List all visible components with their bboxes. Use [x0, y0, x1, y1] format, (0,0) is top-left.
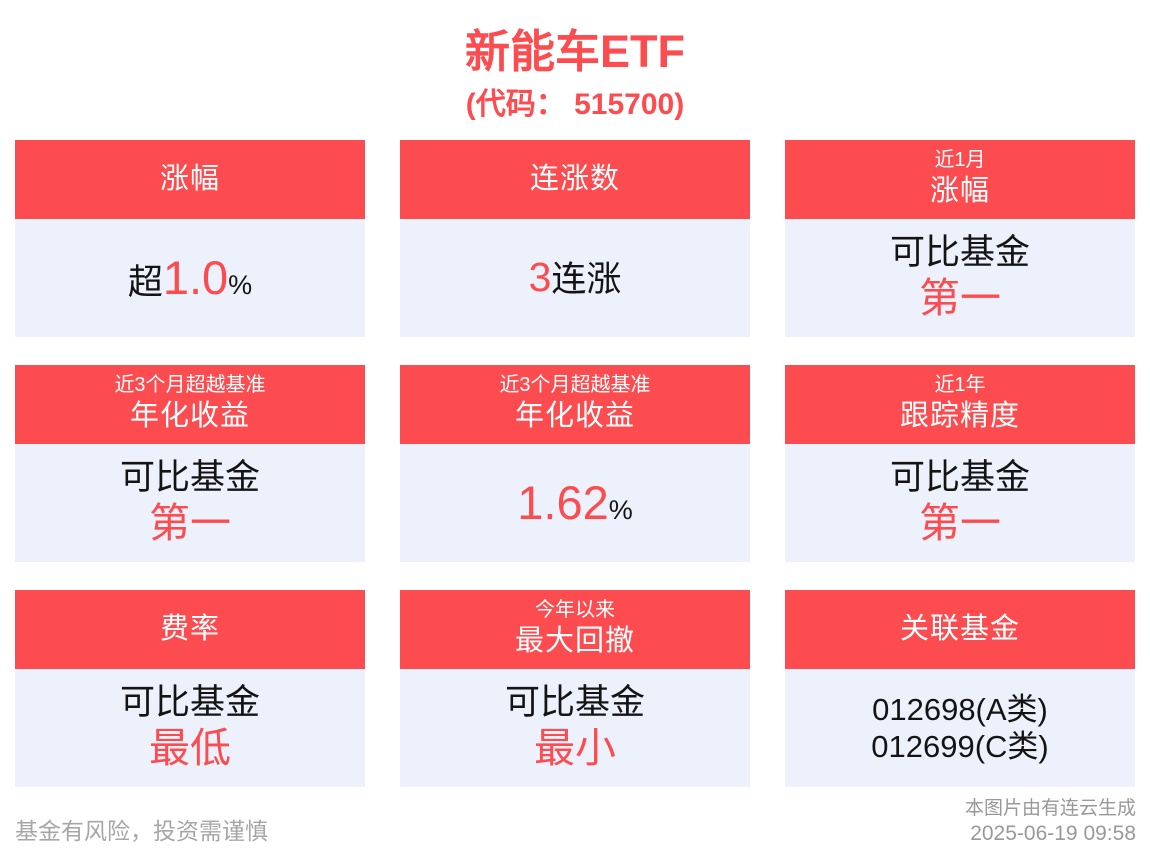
card-value-line: 可比基金	[120, 457, 260, 499]
card-header: 近1月涨幅	[785, 140, 1135, 219]
stat-card: 近1月涨幅可比基金 第一	[785, 140, 1135, 337]
source-timestamp: 2025-06-19 09:58	[970, 821, 1136, 845]
card-value-segment: 连涨	[551, 260, 622, 300]
card-value-line: 3连涨	[529, 253, 622, 302]
card-body: 1.62%	[400, 444, 750, 562]
source-credit: 本图片由有连云生成	[964, 798, 1136, 819]
card-value-line: 可比基金	[120, 682, 260, 724]
card-value-segment: 3	[528, 254, 552, 301]
source-block: 本图片由有连云生成 2025-06-19 09:58	[965, 798, 1136, 846]
card-value-segment: 1.0	[162, 250, 229, 304]
card-value-line: 最低	[149, 724, 231, 773]
card-header-title: 最大回撤	[514, 625, 635, 658]
card-value-line: 超1.0%	[128, 250, 252, 306]
card-value-line: 可比基金	[890, 232, 1030, 274]
card-value-segment: 1.62	[517, 475, 609, 529]
card-header-period-label: 今年以来	[535, 599, 615, 622]
card-header-title: 涨幅	[929, 175, 990, 208]
card-value-segment: 012699(C类)	[871, 729, 1049, 764]
card-value-line: 可比基金	[505, 682, 645, 724]
card-value-segment: %	[608, 494, 633, 525]
stat-card: 涨幅超1.0%	[15, 140, 365, 337]
card-value-line: 最小	[534, 724, 616, 773]
card-value-segment: 第一	[919, 275, 1001, 322]
card-value-segment: 最低	[149, 725, 231, 772]
card-header: 涨幅	[15, 140, 365, 219]
card-header-title: 连涨数	[529, 162, 620, 195]
card-body: 可比基金 最小	[400, 669, 750, 787]
card-header: 近1年跟踪精度	[785, 365, 1135, 444]
card-value-segment: 可比基金	[504, 683, 645, 723]
card-header-title: 跟踪精度	[899, 400, 1020, 433]
card-header-title: 关联基金	[899, 612, 1020, 645]
card-value-segment: %	[228, 269, 253, 300]
card-header: 近3个月超越基准年化收益	[15, 365, 365, 444]
card-header-period-label: 近1月	[934, 149, 986, 172]
card-header: 费率	[15, 590, 365, 669]
card-value-segment: 012698(A类)	[872, 691, 1048, 727]
card-value-segment: 最小	[534, 725, 616, 772]
stat-card: 今年以来最大回撤可比基金 最小	[400, 590, 750, 787]
card-header: 今年以来 最大回撤	[400, 590, 750, 669]
card-value-segment: 可比基金	[119, 683, 260, 723]
card-body: 012698(A类) 012699(C类)	[785, 669, 1135, 787]
stat-card: 关联基金 012698(A类) 012699(C类)	[785, 590, 1135, 787]
risk-disclaimer: 基金有风险，投资需谨慎	[15, 818, 268, 844]
card-body: 可比基金 第一	[785, 219, 1135, 337]
card-value-line: 1.62%	[517, 475, 633, 531]
card-body: 3连涨	[400, 219, 750, 337]
card-header: 近3个月超越基准年化收益	[400, 365, 750, 444]
card-value-segment: 第一	[149, 500, 231, 547]
card-header: 关联基金	[785, 590, 1135, 669]
card-value-segment: 可比基金	[889, 458, 1030, 498]
card-header-period-label: 近1年	[934, 374, 986, 397]
card-value-line: 第一	[149, 499, 231, 548]
card-body: 可比基金 最低	[15, 669, 365, 787]
stat-card: 费率 可比基金 最低	[15, 590, 365, 787]
card-header-title: 费率	[159, 612, 220, 645]
card-header-title: 年化收益	[129, 400, 250, 433]
page-title: 新能车ETF	[465, 26, 685, 77]
card-value-segment: 可比基金	[119, 458, 260, 498]
card-header-period-label: 近3个月超越基准	[499, 374, 651, 397]
card-body: 可比基金 第一	[785, 444, 1135, 562]
card-header-period-label: 近3个月超越基准	[114, 374, 266, 397]
card-value-segment: 第一	[919, 500, 1001, 547]
card-value-segment: 超	[127, 262, 163, 302]
card-header-title: 涨幅	[159, 162, 220, 195]
card-body: 超1.0%	[15, 219, 365, 337]
stat-card: 连涨数 3连涨	[400, 140, 750, 337]
card-header-title: 年化收益	[514, 400, 635, 433]
title-block: 新能车ETF (代码： 515700)	[0, 26, 1150, 123]
card-value-line: 第一	[919, 499, 1001, 548]
card-value-line: 可比基金	[890, 457, 1030, 499]
stat-card: 近3个月超越基准年化收益可比基金 第一	[15, 365, 365, 562]
stat-card: 近1年跟踪精度可比基金 第一	[785, 365, 1135, 562]
card-value-line: 012698(A类)	[872, 691, 1048, 728]
card-header: 连涨数	[400, 140, 750, 219]
cards-grid: 涨幅 超1.0% 连涨数 3连涨 近1月 涨幅 可比基金 第一 近3个月超越基准 年化收益 可比基金…	[15, 140, 1135, 787]
card-value-line: 第一	[919, 274, 1001, 323]
card-value-segment: 可比基金	[889, 233, 1030, 273]
card-body: 可比基金 第一	[15, 444, 365, 562]
page-subtitle: (代码： 515700)	[465, 87, 685, 121]
card-value-line: 012699(C类)	[871, 728, 1048, 765]
stat-card: 近3个月超越基准年化收益 1.62%	[400, 365, 750, 562]
